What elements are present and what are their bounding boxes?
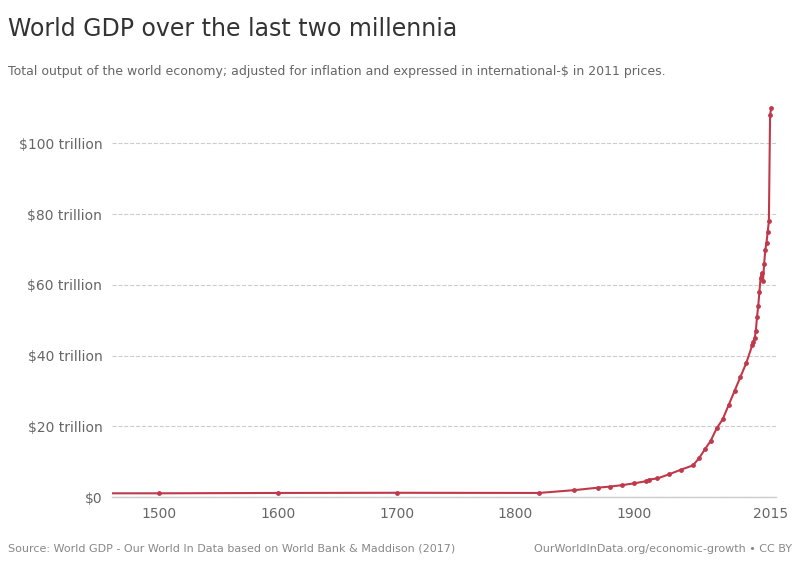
Point: [710, 424, 723, 433]
Point: [759, 245, 772, 254]
Text: in Data: in Data: [709, 54, 759, 67]
Point: [639, 477, 652, 486]
Point: [674, 465, 687, 474]
Point: [698, 445, 711, 454]
Text: World GDP over the last two millennia: World GDP over the last two millennia: [8, 17, 458, 41]
Point: [722, 401, 735, 410]
Point: [390, 488, 403, 497]
Point: [753, 288, 766, 297]
Point: [153, 489, 166, 498]
Point: [757, 277, 770, 286]
Point: [728, 386, 741, 396]
Point: [615, 481, 628, 490]
Point: [754, 273, 767, 282]
Point: [604, 482, 617, 491]
Text: Source: World GDP - Our World In Data based on World Bank & Maddison (2017): Source: World GDP - Our World In Data ba…: [8, 544, 455, 554]
Point: [755, 268, 768, 277]
Point: [533, 488, 546, 497]
Point: [686, 461, 699, 470]
Point: [758, 259, 770, 268]
Point: [568, 485, 581, 494]
Point: [272, 488, 285, 497]
Point: [762, 217, 775, 226]
Text: Total output of the world economy; adjusted for inflation and expressed in inter: Total output of the world economy; adjus…: [8, 65, 666, 78]
Point: [642, 475, 655, 484]
Point: [592, 483, 605, 492]
Point: [716, 415, 729, 424]
Point: [750, 327, 762, 336]
Text: OurWorldInData.org/economic-growth • CC BY: OurWorldInData.org/economic-growth • CC …: [534, 544, 792, 554]
Point: [740, 358, 753, 367]
Point: [760, 238, 773, 247]
Point: [750, 312, 763, 321]
Point: [748, 333, 761, 342]
Point: [764, 111, 777, 120]
Point: [747, 337, 760, 346]
Point: [746, 341, 758, 350]
Point: [627, 479, 640, 488]
Point: [663, 470, 676, 479]
Point: [693, 454, 706, 463]
Point: [734, 372, 747, 381]
Text: Our World: Our World: [698, 31, 770, 44]
Point: [752, 302, 765, 311]
Point: [765, 103, 778, 112]
Point: [651, 474, 664, 483]
Point: [704, 436, 717, 445]
Point: [762, 227, 774, 236]
